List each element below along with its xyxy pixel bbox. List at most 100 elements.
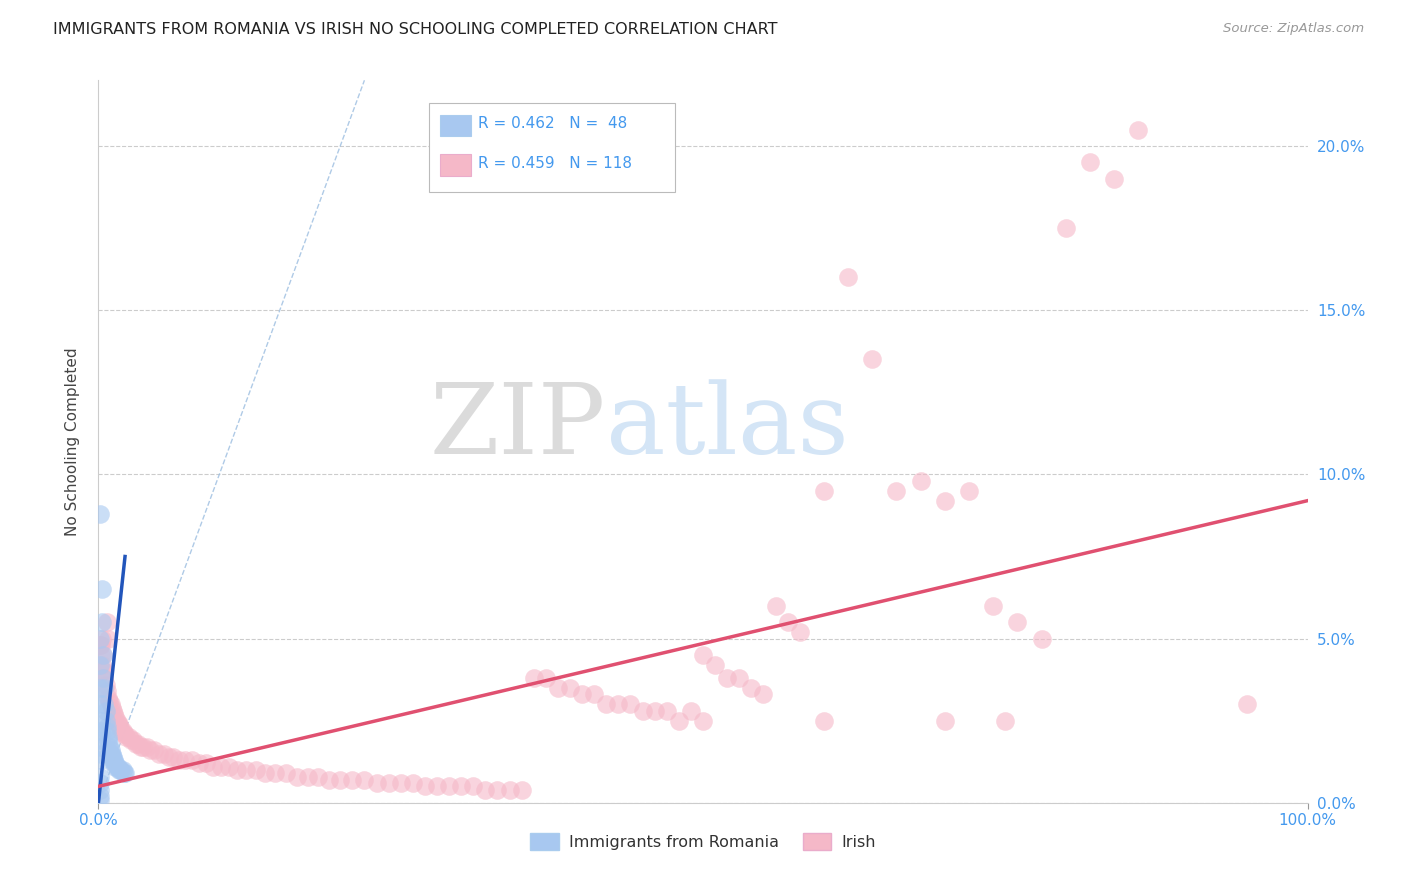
Point bbox=[329, 772, 352, 787]
Point bbox=[934, 714, 956, 728]
Point bbox=[692, 714, 714, 728]
Point bbox=[90, 733, 112, 747]
Point bbox=[93, 698, 115, 712]
Point bbox=[96, 615, 118, 630]
Point bbox=[108, 763, 131, 777]
Point bbox=[765, 599, 787, 613]
Point bbox=[1128, 122, 1150, 136]
Point bbox=[655, 704, 678, 718]
Point bbox=[994, 714, 1017, 728]
Point bbox=[94, 677, 117, 691]
Point bbox=[100, 743, 122, 757]
Point bbox=[886, 483, 908, 498]
Point bbox=[91, 582, 114, 597]
Point bbox=[112, 766, 135, 780]
Point bbox=[96, 720, 118, 734]
Point bbox=[111, 723, 134, 738]
Point bbox=[105, 760, 128, 774]
Point bbox=[90, 648, 112, 662]
Point bbox=[97, 733, 120, 747]
Point bbox=[209, 760, 232, 774]
Point bbox=[89, 698, 111, 712]
Point bbox=[297, 770, 319, 784]
Point bbox=[91, 665, 114, 679]
Point bbox=[112, 727, 135, 741]
Point bbox=[308, 770, 330, 784]
Point bbox=[104, 710, 127, 724]
Point bbox=[353, 772, 375, 787]
Point bbox=[114, 766, 136, 780]
Point bbox=[101, 749, 124, 764]
Point bbox=[169, 753, 191, 767]
Point bbox=[96, 723, 118, 738]
Text: R = 0.459   N = 118: R = 0.459 N = 118 bbox=[478, 156, 633, 170]
Point bbox=[107, 760, 129, 774]
Point bbox=[195, 756, 218, 771]
Point bbox=[96, 684, 118, 698]
Point bbox=[90, 714, 112, 728]
Point bbox=[91, 648, 114, 662]
Point bbox=[89, 792, 111, 806]
Point bbox=[94, 704, 117, 718]
Point bbox=[97, 730, 120, 744]
Point bbox=[692, 648, 714, 662]
Point bbox=[389, 776, 412, 790]
Text: IMMIGRANTS FROM ROMANIA VS IRISH NO SCHOOLING COMPLETED CORRELATION CHART: IMMIGRANTS FROM ROMANIA VS IRISH NO SCHO… bbox=[53, 22, 778, 37]
Point bbox=[132, 739, 155, 754]
Point bbox=[93, 665, 115, 679]
Point bbox=[152, 747, 174, 761]
Point bbox=[91, 648, 114, 662]
Point bbox=[89, 507, 111, 521]
Point bbox=[100, 700, 122, 714]
Point bbox=[108, 763, 131, 777]
Point bbox=[89, 789, 111, 804]
Point bbox=[111, 763, 134, 777]
Point bbox=[523, 671, 546, 685]
Point bbox=[631, 704, 654, 718]
Point bbox=[595, 698, 617, 712]
Point bbox=[1031, 632, 1053, 646]
Point bbox=[122, 733, 145, 747]
Point bbox=[139, 743, 162, 757]
Point bbox=[115, 730, 138, 744]
Point bbox=[89, 657, 111, 672]
Point bbox=[90, 638, 112, 652]
Point bbox=[254, 766, 277, 780]
Point bbox=[100, 698, 122, 712]
Point bbox=[218, 760, 240, 774]
Point bbox=[148, 747, 170, 761]
Point bbox=[89, 782, 111, 797]
Point bbox=[558, 681, 581, 695]
Point bbox=[108, 720, 131, 734]
Point bbox=[450, 780, 472, 794]
Point bbox=[114, 727, 136, 741]
Point bbox=[110, 763, 132, 777]
Point bbox=[180, 753, 202, 767]
Point bbox=[98, 737, 121, 751]
Point bbox=[813, 483, 835, 498]
Point bbox=[474, 782, 496, 797]
Point bbox=[679, 704, 702, 718]
Point bbox=[274, 766, 297, 780]
Point bbox=[934, 493, 956, 508]
Point bbox=[104, 760, 127, 774]
Y-axis label: No Schooling Completed: No Schooling Completed bbox=[65, 347, 80, 536]
Point bbox=[1236, 698, 1258, 712]
Point bbox=[91, 657, 114, 672]
Point bbox=[90, 739, 112, 754]
Point bbox=[98, 739, 121, 754]
Point bbox=[377, 776, 399, 790]
Point bbox=[534, 671, 557, 685]
Point bbox=[162, 749, 184, 764]
Point bbox=[89, 770, 111, 784]
Point bbox=[90, 723, 112, 738]
Point bbox=[105, 714, 128, 728]
Point bbox=[103, 707, 125, 722]
Point bbox=[728, 671, 751, 685]
Point bbox=[107, 717, 129, 731]
Point bbox=[366, 776, 388, 790]
Point bbox=[486, 782, 509, 797]
Point bbox=[89, 681, 111, 695]
Point bbox=[89, 638, 111, 652]
Text: ZIP: ZIP bbox=[430, 379, 606, 475]
